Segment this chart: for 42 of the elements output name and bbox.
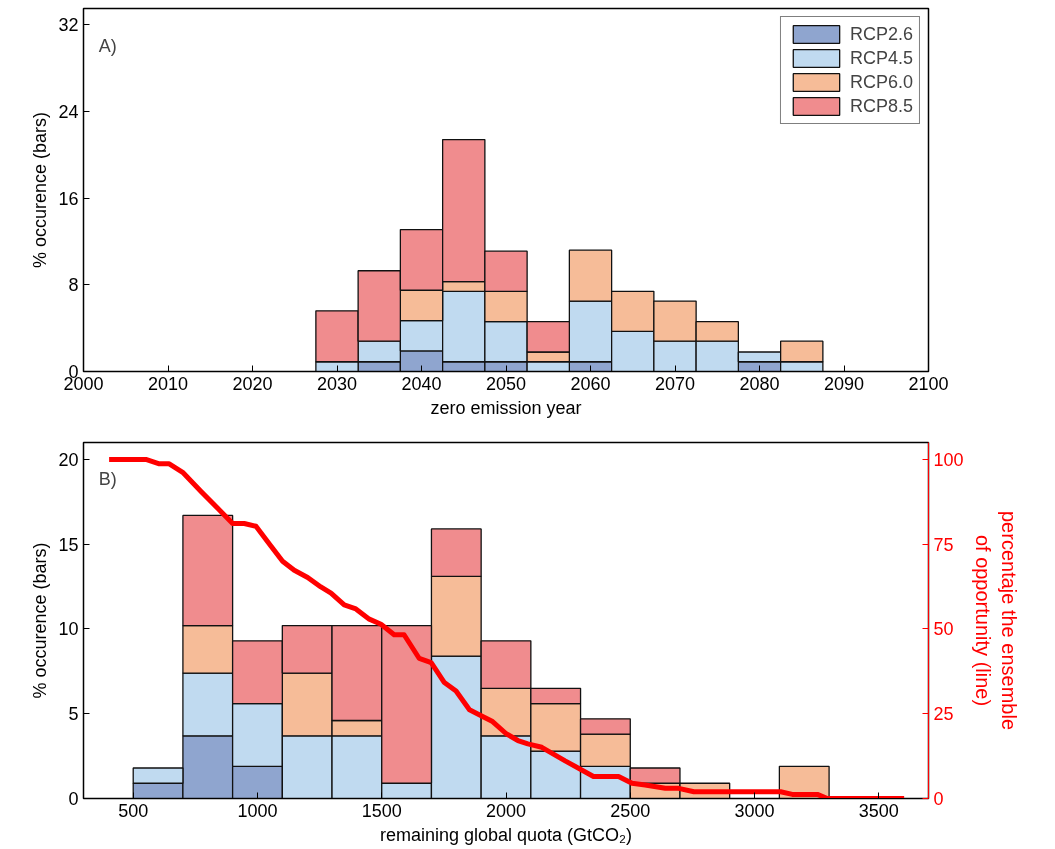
y2-tick-label: 100: [933, 449, 964, 470]
y-tick-label: 8: [68, 275, 79, 296]
x-tick-label: 2100: [908, 373, 949, 394]
y-tick-label: 16: [58, 188, 79, 209]
legend-label: RCP6.0: [849, 71, 913, 93]
y2-tick-label: 25: [933, 704, 954, 725]
x-tick-label: 3500: [858, 800, 899, 821]
annotation: B): [98, 469, 117, 490]
x-axis-title: remaining global quota (GtCO₂): [379, 824, 633, 845]
x-tick-label: 2090: [823, 373, 865, 394]
x-tick-label: 2050: [485, 373, 527, 394]
y2-tick-label: 50: [933, 619, 954, 640]
annotation: A): [98, 35, 117, 56]
x-tick-label: 2080: [739, 373, 780, 394]
x-tick-label: 2070: [654, 373, 696, 394]
y-tick-label: 32: [58, 15, 79, 36]
y2-tick-label: 75: [933, 534, 954, 555]
y-tick-label: 5: [68, 704, 79, 725]
y-axis-title: % occurence (bars): [30, 111, 51, 269]
x-tick-label: 2500: [610, 800, 651, 821]
y-tick-label: 0: [68, 789, 79, 809]
x-tick-label: 2020: [232, 373, 273, 394]
y-tick-label: 24: [58, 101, 79, 122]
x-tick-label: 2040: [401, 373, 442, 394]
x-tick-label: 2030: [316, 373, 358, 394]
x-axis-title: zero emission year: [430, 397, 582, 418]
x-tick-label: 500: [118, 800, 149, 821]
x-tick-label: 2060: [570, 373, 611, 394]
x-tick-label: 2000: [485, 800, 527, 821]
x-tick-label: 1000: [237, 800, 278, 821]
x-tick-label: 2010: [147, 373, 189, 394]
x-tick-label: 1500: [361, 800, 402, 821]
y-tick-label: 10: [58, 619, 79, 640]
legend-label: RCP8.5: [849, 95, 913, 117]
y-tick-label: 20: [58, 449, 79, 470]
y-axis-title: % occurence (bars): [30, 542, 51, 699]
y2-axis-title: percentaje the ensemble of opportunity (line): [971, 510, 1020, 731]
legend-label: RCP4.5: [849, 47, 913, 69]
y2-tick-label: 0: [933, 789, 944, 809]
y-tick-label: 15: [58, 534, 79, 555]
legend-label: RCP2.6: [849, 23, 913, 45]
x-tick-label: 3000: [734, 800, 775, 821]
